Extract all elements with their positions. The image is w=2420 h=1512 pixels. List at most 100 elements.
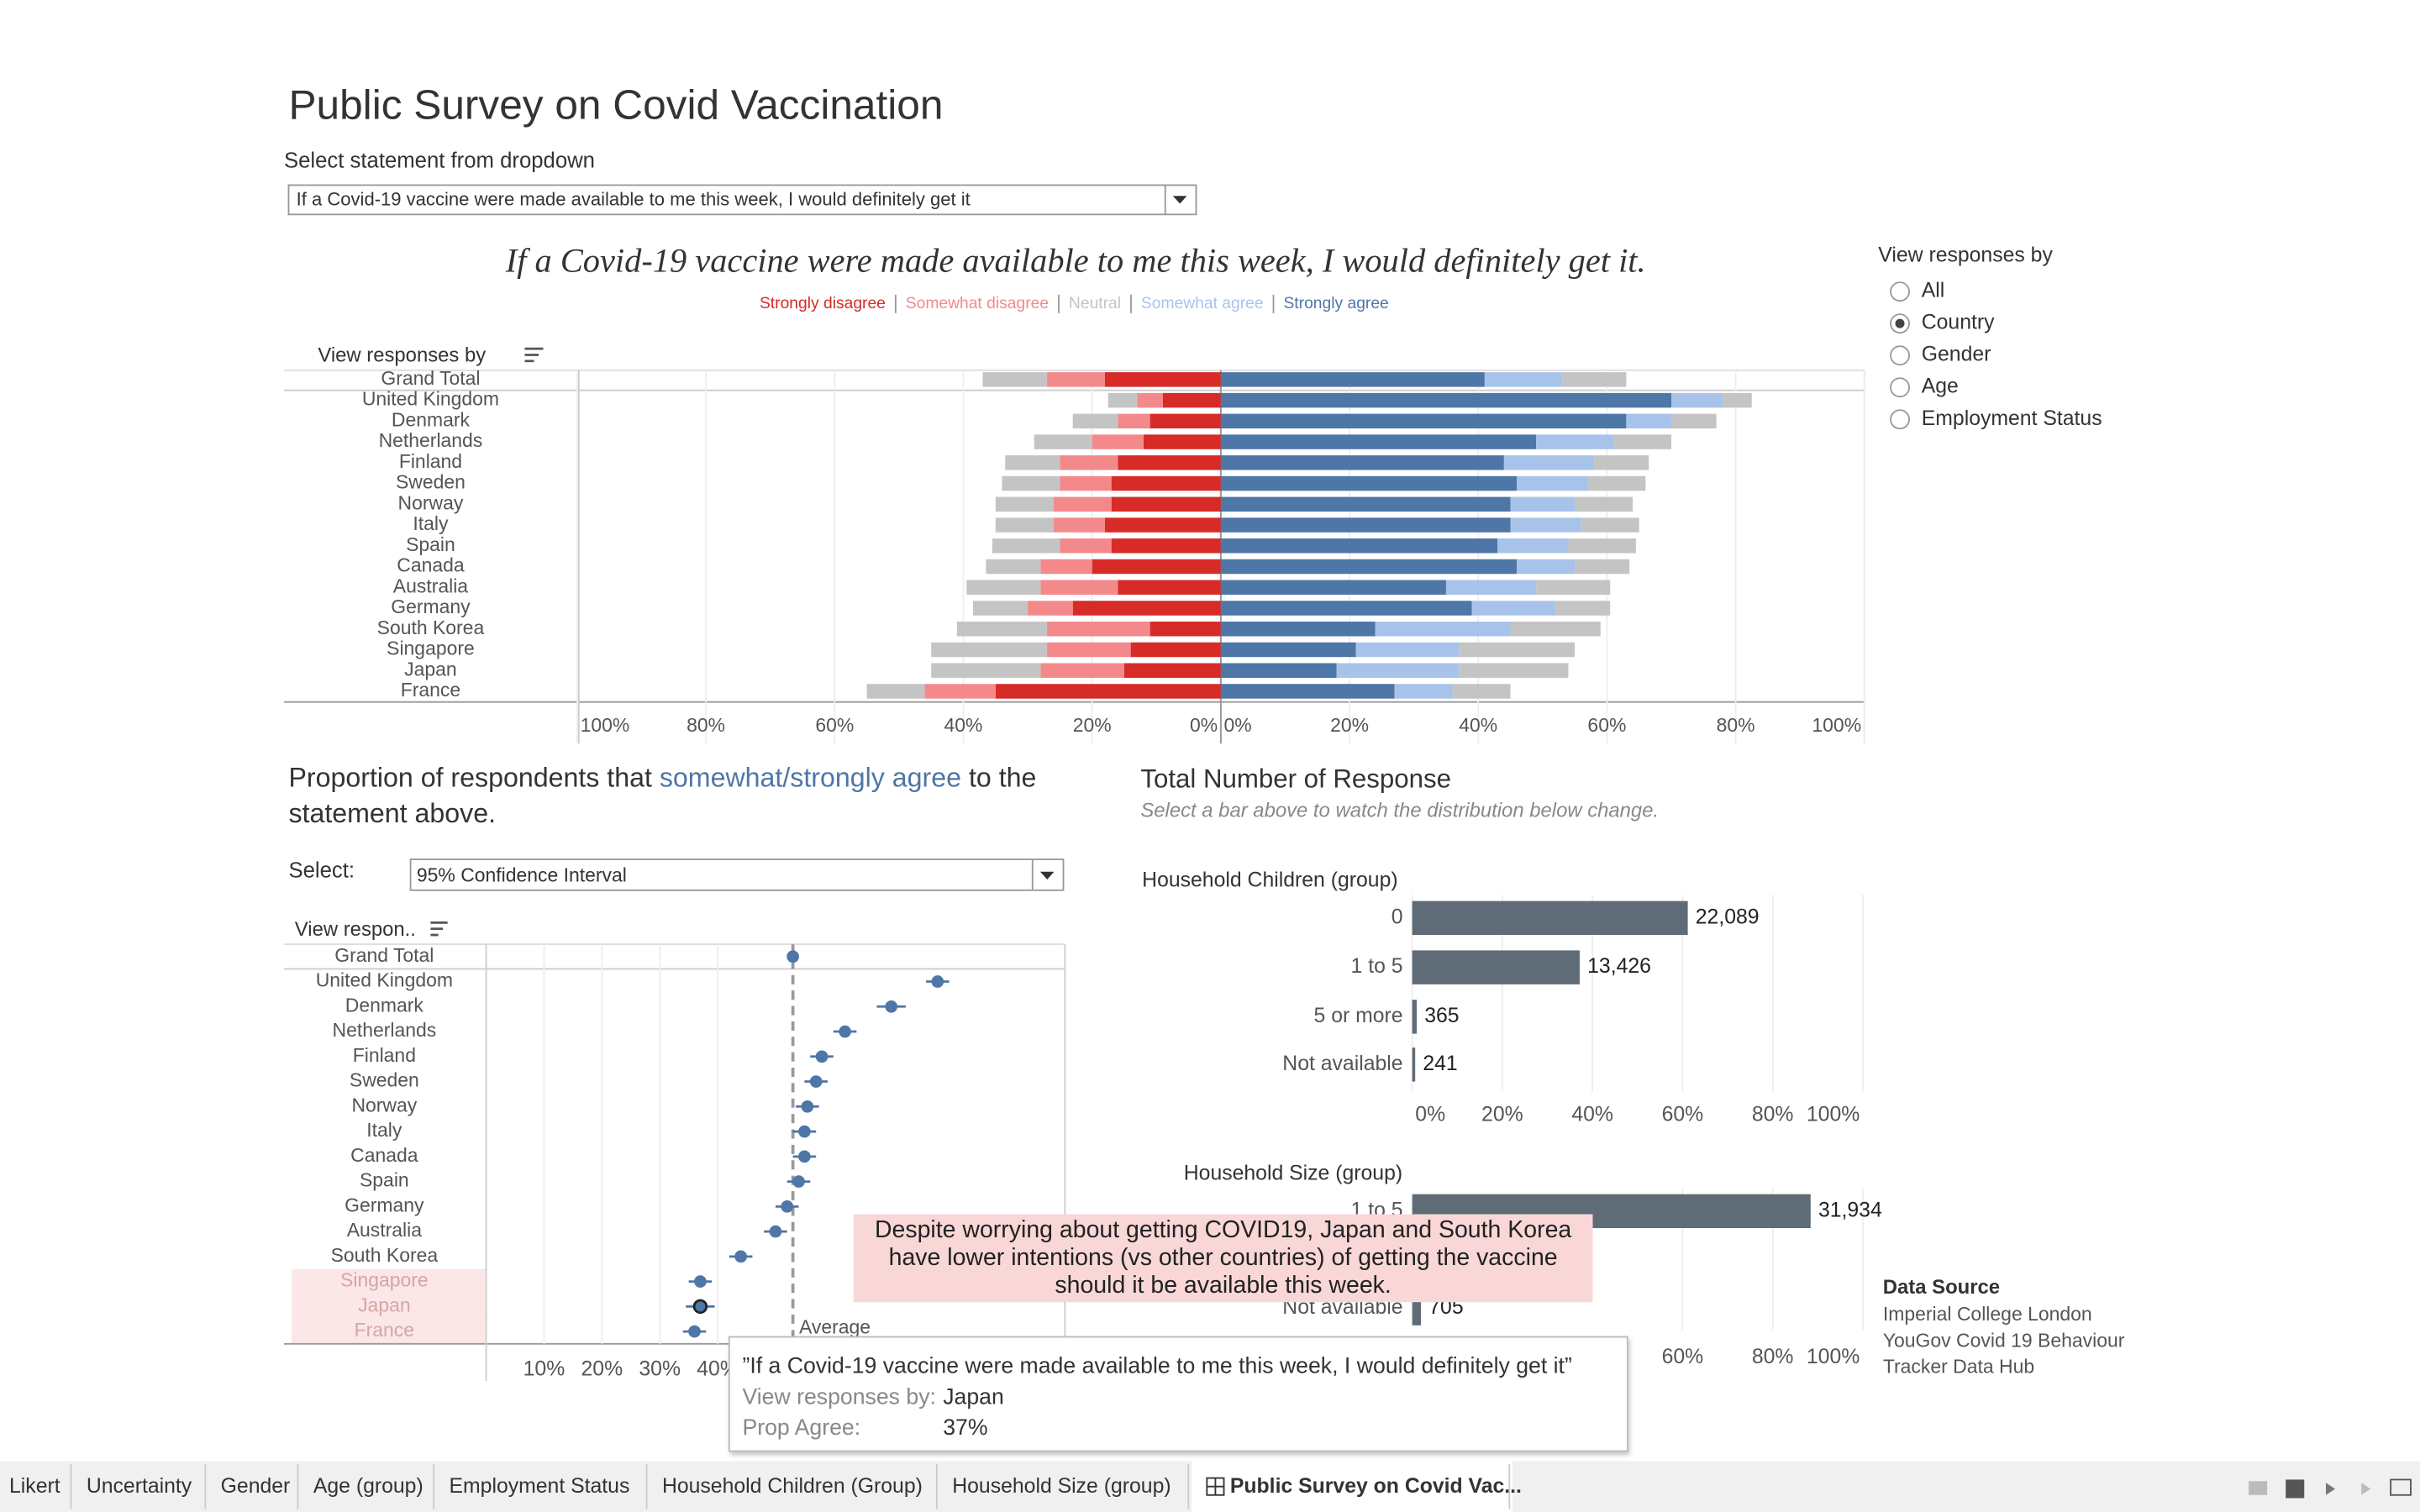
bar-segment — [1452, 684, 1511, 699]
tab[interactable]: Household Size (group) — [952, 1475, 1171, 1498]
legend-item: Strongly agree — [1283, 295, 1388, 312]
row-label: Canada — [397, 554, 465, 576]
radio-button[interactable] — [1890, 377, 1910, 398]
point[interactable] — [769, 1225, 782, 1238]
bar-segment — [1040, 559, 1092, 575]
point[interactable] — [839, 1025, 851, 1038]
tab[interactable]: Employment Status — [449, 1475, 629, 1498]
row-label: Singapore — [340, 1269, 429, 1291]
bar-segment — [995, 496, 1054, 512]
tab[interactable]: Likert — [9, 1475, 60, 1498]
likert-title: If a Covid-19 vaccine were made availabl… — [505, 241, 1646, 279]
point[interactable] — [786, 950, 799, 963]
bar[interactable] — [1412, 950, 1580, 984]
x-tick-label: 100% — [1812, 714, 1861, 736]
sort-icon[interactable] — [524, 347, 544, 363]
nav-icon[interactable] — [2361, 1483, 2371, 1495]
x-tick-label: 20% — [1481, 1104, 1523, 1126]
row-label: Sweden — [396, 471, 466, 493]
bar[interactable] — [1412, 1291, 1422, 1326]
point[interactable] — [692, 1299, 708, 1315]
dropdown[interactable] — [287, 184, 1197, 216]
dropdown-value: If a Covid-19 vaccine were made availabl… — [297, 189, 971, 210]
tooltip-value: 37% — [943, 1416, 988, 1441]
radio-label[interactable]: Gender — [1922, 344, 1991, 366]
bar-segment — [1072, 601, 1221, 616]
point[interactable] — [781, 1200, 794, 1213]
bar-segment — [1671, 392, 1723, 408]
bar-segment — [1536, 434, 1614, 449]
nav-icon[interactable] — [2286, 1479, 2305, 1499]
bar-segment — [1723, 392, 1752, 408]
bar-segment — [1484, 372, 1562, 387]
legend-item: Strongly disagree — [760, 295, 886, 312]
bar-segment — [1162, 392, 1221, 408]
x-tick-label: 100% — [1807, 1346, 1860, 1368]
tooltip-value: Japan — [943, 1385, 1004, 1410]
ci-title-text: Proportion of respondents that — [288, 762, 652, 794]
row-label: Italy — [413, 512, 449, 534]
bar-segment — [1028, 601, 1073, 616]
nav-icon[interactable] — [2390, 1478, 2412, 1496]
radio-button[interactable] — [1890, 281, 1910, 302]
point[interactable] — [931, 975, 944, 988]
ci-title-text: to the statement above. — [288, 762, 1037, 829]
row-label: Finland — [353, 1044, 416, 1066]
point[interactable] — [809, 1075, 823, 1088]
row-label: Germany — [391, 596, 471, 617]
nav-icon[interactable] — [2249, 1481, 2268, 1495]
bar-segment — [1503, 455, 1595, 470]
annotation: Despite worrying about getting COVID19, … — [853, 1214, 1593, 1303]
point[interactable] — [694, 1275, 707, 1288]
bar-segment — [1111, 538, 1221, 554]
bar-segment — [1047, 622, 1150, 637]
tab[interactable]: Age (group) — [313, 1475, 424, 1498]
row-label: Australia — [347, 1219, 422, 1241]
row-label: Denmark — [345, 994, 424, 1016]
point[interactable] — [734, 1250, 747, 1263]
row-label: Grand Total — [381, 367, 480, 389]
ci-title-highlight: somewhat/strongly agree — [659, 762, 961, 794]
x-tick-label: 60% — [815, 714, 854, 736]
x-tick-label: 0% — [1415, 1104, 1445, 1126]
x-tick-label: 60% — [1587, 714, 1626, 736]
bar-segment — [1104, 372, 1221, 387]
radio-label[interactable]: All — [1922, 280, 1945, 302]
radio-label[interactable]: Employment Status — [1922, 407, 2102, 430]
tab[interactable]: Public Survey on Covid Vac... — [1230, 1475, 1522, 1498]
point[interactable] — [801, 1100, 814, 1113]
radio-button[interactable] — [1890, 409, 1910, 430]
radio-button[interactable] — [1890, 345, 1910, 366]
chart-title: Household Children (group) — [1142, 869, 1397, 891]
point[interactable] — [798, 1125, 811, 1138]
bar-segment — [1561, 372, 1627, 387]
point[interactable] — [798, 1150, 811, 1163]
tab[interactable]: Household Children (Group) — [662, 1475, 923, 1498]
radio-label[interactable]: Age — [1922, 375, 1959, 398]
sort-icon[interactable] — [430, 921, 448, 937]
point[interactable] — [815, 1050, 829, 1063]
tab[interactable]: Uncertainty — [87, 1475, 192, 1498]
value-label: 22,089 — [1696, 906, 1760, 928]
bar-segment — [924, 684, 996, 699]
bar-segment — [1111, 496, 1221, 512]
bar[interactable] — [1412, 1047, 1416, 1082]
row-label: Spain — [360, 1169, 409, 1191]
radio-label[interactable]: Country — [1922, 312, 1995, 334]
point[interactable] — [688, 1325, 701, 1338]
bar[interactable] — [1412, 1000, 1418, 1034]
point[interactable] — [792, 1175, 805, 1188]
x-tick-label: 0% — [1190, 714, 1218, 736]
tab[interactable]: Gender — [221, 1475, 291, 1498]
row-label: 5 or more — [1314, 1005, 1403, 1027]
bar-segment — [1510, 622, 1601, 637]
ci-dropdown[interactable] — [409, 858, 1065, 891]
bar[interactable] — [1412, 900, 1688, 936]
bar-segment — [1220, 496, 1511, 512]
bar-segment — [972, 601, 1028, 616]
point[interactable] — [885, 1000, 898, 1013]
bar-segment — [1220, 434, 1537, 449]
nav-icon[interactable] — [2325, 1483, 2335, 1495]
bar-segment — [866, 684, 925, 699]
data-source-line: Imperial College London — [1882, 1304, 2092, 1326]
